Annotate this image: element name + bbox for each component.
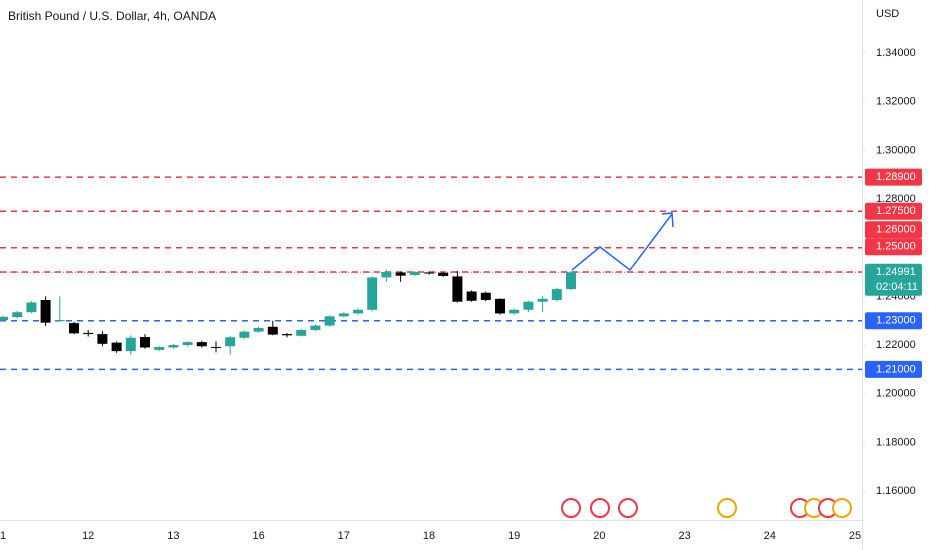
candle-body xyxy=(523,301,534,310)
y-tick-label: 1.20000 xyxy=(876,388,916,400)
candle-body xyxy=(381,272,392,278)
candle-body xyxy=(69,323,79,334)
level-label-box xyxy=(865,221,922,239)
candle-body xyxy=(310,325,321,330)
candle-body xyxy=(338,313,349,317)
candle-body xyxy=(12,312,23,318)
last-price-label: 1.24991 xyxy=(876,266,916,278)
candle-body xyxy=(282,334,292,336)
plot: 1.160001.180001.200001.220001.240001.280… xyxy=(0,47,922,542)
currency-label: USD xyxy=(876,8,899,20)
chart-title: British Pound / U.S. Dollar, 4h, OANDA xyxy=(8,9,216,23)
y-tick-label: 1.32000 xyxy=(876,96,916,108)
y-tick-label: 1.30000 xyxy=(876,144,916,156)
event-icon xyxy=(832,498,852,518)
x-tick-label: 23 xyxy=(678,530,690,542)
candle-body xyxy=(353,309,363,314)
candle-body xyxy=(424,272,434,274)
candle-body xyxy=(367,277,378,310)
level-label-box xyxy=(865,202,922,220)
candle-body xyxy=(253,328,264,332)
level-label: 1.25000 xyxy=(876,241,916,253)
candle-body xyxy=(26,302,37,313)
candle-body xyxy=(409,272,420,275)
candle-body xyxy=(466,291,477,301)
candle-body xyxy=(0,316,8,321)
level-label-box xyxy=(865,168,922,186)
candle-body xyxy=(452,276,463,302)
candle-body xyxy=(97,334,108,344)
event-icon xyxy=(561,498,581,518)
y-tick-label: 1.18000 xyxy=(876,436,916,448)
candle-body xyxy=(54,319,65,321)
level-label-box xyxy=(865,360,922,378)
level-label-box xyxy=(865,312,922,330)
projection-arrow xyxy=(571,213,673,272)
candle-body xyxy=(168,345,179,348)
candle-body xyxy=(296,329,307,336)
y-tick-label: 1.34000 xyxy=(876,47,916,59)
candle-body xyxy=(140,337,150,348)
candle-body xyxy=(267,326,278,335)
arrow-head xyxy=(661,212,674,228)
event-icons xyxy=(561,498,852,518)
candle-body xyxy=(211,346,221,348)
x-tick-label: 13 xyxy=(167,530,179,542)
x-tick-label: 24 xyxy=(764,530,776,542)
x-tick-label: 1 xyxy=(0,530,6,542)
candle-body xyxy=(154,346,165,350)
event-icon xyxy=(618,498,638,518)
x-tick-label: 12 xyxy=(82,530,94,542)
x-tick-label: 17 xyxy=(338,530,350,542)
candle-body xyxy=(182,342,193,346)
candle-body xyxy=(111,342,122,352)
candle-body xyxy=(239,331,250,338)
candle-body xyxy=(83,332,94,335)
y-tick-label: 1.28000 xyxy=(876,193,916,205)
candle-body xyxy=(225,337,236,347)
candle-body xyxy=(566,272,576,290)
x-tick-label: 19 xyxy=(508,530,520,542)
candle-body xyxy=(509,309,520,314)
candle-body xyxy=(551,289,562,301)
candle-body xyxy=(537,298,548,302)
last-price-box xyxy=(865,263,922,296)
candle-body xyxy=(495,298,505,314)
x-tick-label: 20 xyxy=(593,530,605,542)
x-tick-label: 25 xyxy=(849,530,861,542)
level-label: 1.28900 xyxy=(876,171,916,183)
level-label: 1.27500 xyxy=(876,205,916,217)
candle-body xyxy=(324,316,335,326)
candle-body xyxy=(40,300,51,323)
x-tick-label: 18 xyxy=(423,530,435,542)
event-icon xyxy=(590,498,610,518)
candle-body xyxy=(438,272,449,276)
level-label: 1.23000 xyxy=(876,315,916,327)
countdown-label: 02:04:11 xyxy=(876,281,918,293)
candle-body xyxy=(196,342,207,347)
event-icon xyxy=(717,498,737,518)
candle-body xyxy=(480,292,491,301)
y-tick-label: 1.16000 xyxy=(876,485,916,497)
candle-body xyxy=(395,272,406,276)
level-label-box xyxy=(865,238,922,256)
level-label: 1.21000 xyxy=(876,363,916,375)
candle-body xyxy=(125,337,136,352)
level-label: 1.26000 xyxy=(876,224,916,236)
x-tick-label: 16 xyxy=(252,530,264,542)
y-tick-label: 1.22000 xyxy=(876,339,916,351)
